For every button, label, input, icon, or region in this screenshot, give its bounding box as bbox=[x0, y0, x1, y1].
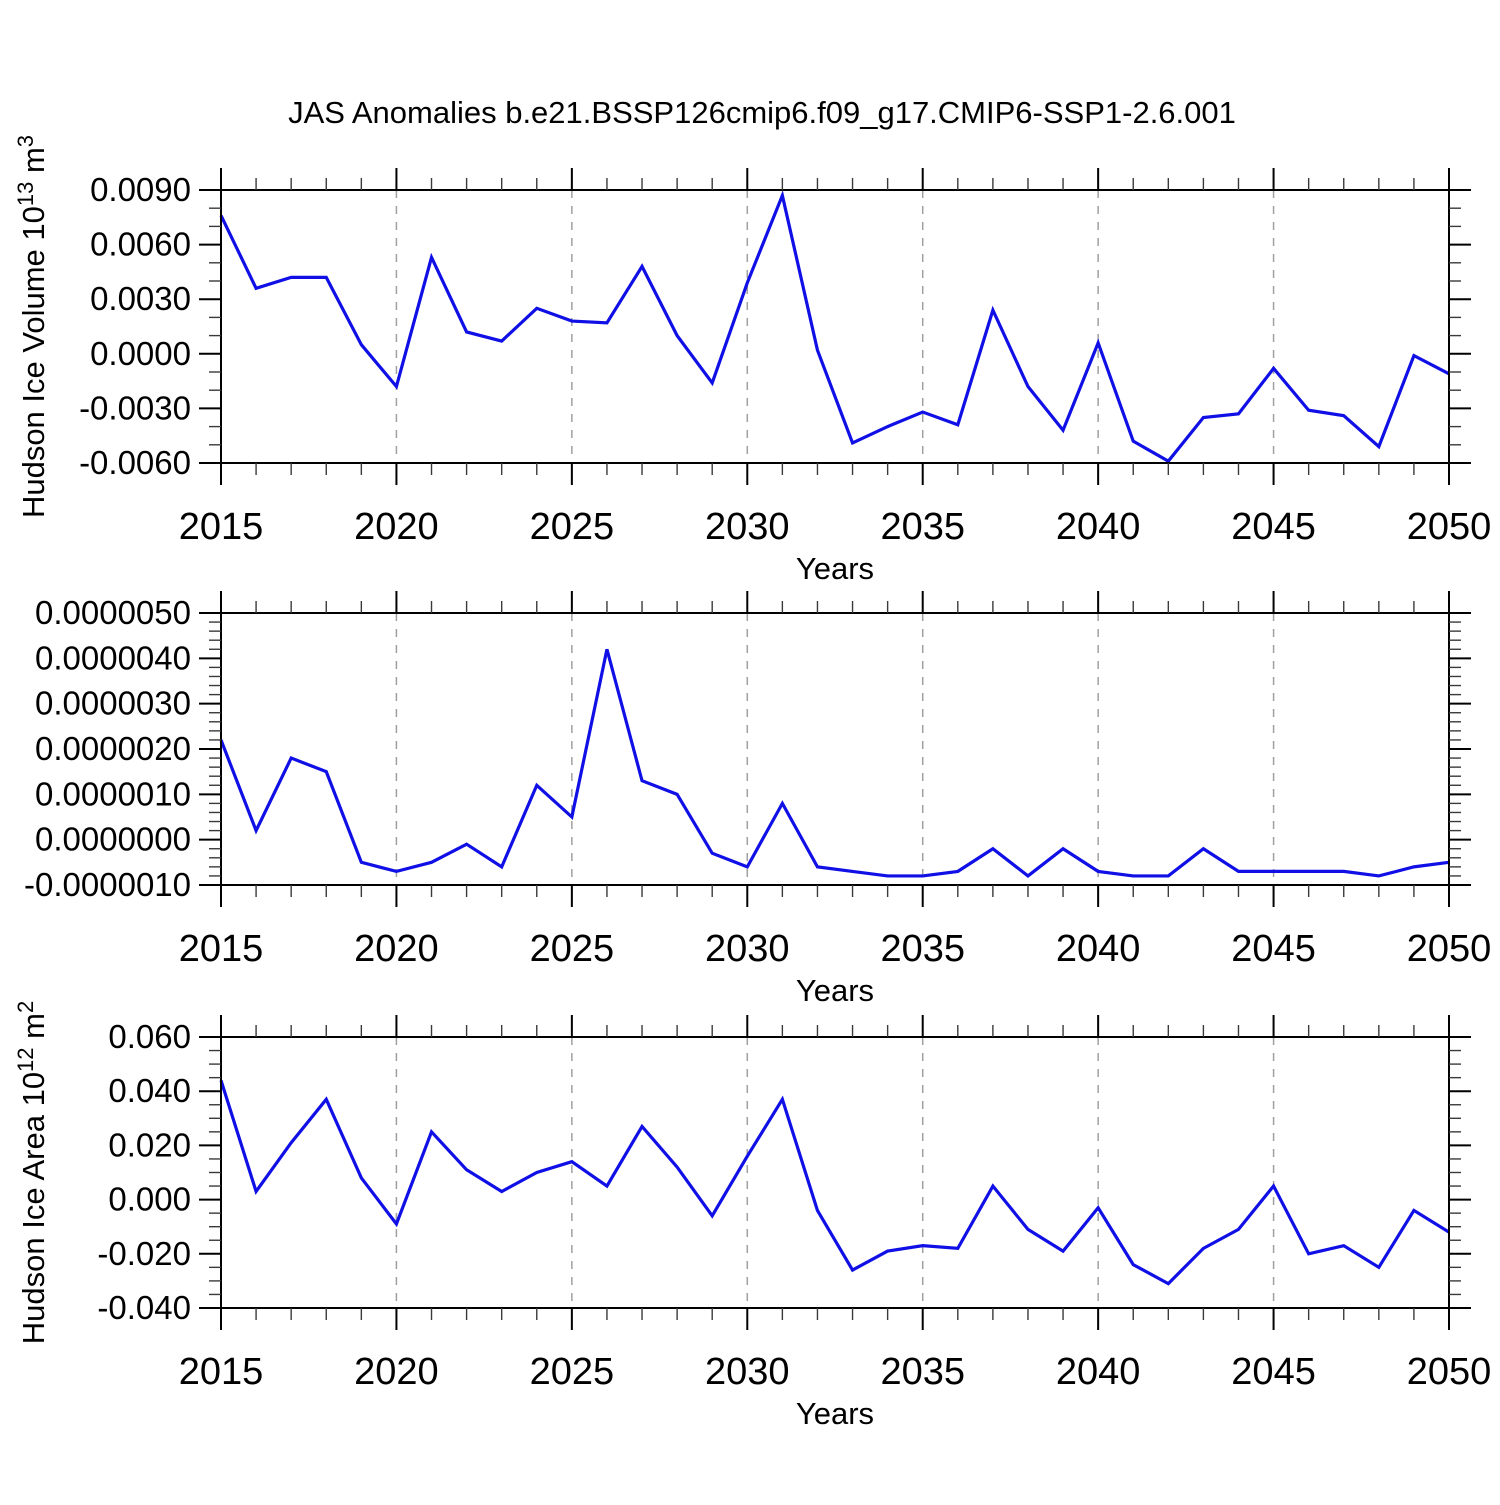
gridlines bbox=[395, 613, 1275, 885]
y-tick-label: 0.060 bbox=[108, 1018, 191, 1055]
x-tick-label: 2030 bbox=[705, 1351, 790, 1393]
x-tick-label: 2035 bbox=[880, 1351, 965, 1393]
y-tick-label: 0.020 bbox=[108, 1126, 191, 1163]
panel-top: -0.0060 -0.0030 0.0000 0.0030 0.0060 0.0090 20… bbox=[13, 135, 1491, 586]
x-tick-label: 2040 bbox=[1056, 1351, 1141, 1393]
y-tick-label: -0.0000010 bbox=[24, 866, 191, 903]
series-line bbox=[219, 190, 1450, 464]
panel-middle: -0.0000010 0.0000000 0.0000010 0.0000020 0.0… bbox=[24, 591, 1491, 1008]
x-tick-label: 2020 bbox=[354, 928, 439, 970]
y-tick-label: 0.0090 bbox=[90, 171, 191, 208]
x-tick-label: 2015 bbox=[179, 1351, 264, 1393]
y-tick-label: 0.0000 bbox=[90, 335, 191, 372]
y-tick-label: 0.0000040 bbox=[35, 639, 191, 676]
x-tick-label: 2040 bbox=[1056, 506, 1141, 548]
x-tick-label: 2030 bbox=[705, 928, 790, 970]
y-tick-label: 0.0000020 bbox=[35, 730, 191, 767]
x-tick-label: 2050 bbox=[1407, 506, 1492, 548]
x-tick-label: 2025 bbox=[530, 928, 615, 970]
gridlines bbox=[395, 1037, 1275, 1308]
y-tick-label: 0.040 bbox=[108, 1072, 191, 1109]
chart-title: JAS Anomalies b.e21.BSSP126cmip6.f09_g17… bbox=[288, 95, 1236, 130]
x-tick-label: 2050 bbox=[1407, 928, 1492, 970]
y-ticks bbox=[199, 1036, 1471, 1309]
x-tick-label: 2035 bbox=[880, 506, 965, 548]
y-tick-label: -0.040 bbox=[97, 1289, 191, 1326]
x-axis-label: Years bbox=[796, 973, 874, 1008]
x-tick-label: 2015 bbox=[179, 506, 264, 548]
x-tick-label: 2015 bbox=[179, 928, 264, 970]
y-tick-label: -0.0060 bbox=[79, 444, 191, 481]
x-ticks bbox=[220, 1015, 1450, 1330]
x-ticks bbox=[220, 168, 1450, 485]
y-ticks bbox=[199, 612, 1471, 886]
plot-frame bbox=[220, 189, 1450, 464]
x-tick-label: 2025 bbox=[530, 1351, 615, 1393]
y-tick-label: 0.0000050 bbox=[35, 594, 191, 631]
y-tick-label: 0.0060 bbox=[90, 226, 191, 263]
x-axis-label: Years bbox=[796, 551, 874, 586]
x-tick-label: 2050 bbox=[1407, 1351, 1492, 1393]
y-ticks bbox=[199, 189, 1471, 464]
series-line bbox=[219, 1079, 1450, 1286]
y-tick-label: 0.000 bbox=[108, 1181, 191, 1218]
y-tick-label: 0.0030 bbox=[90, 280, 191, 317]
x-tick-label: 2040 bbox=[1056, 928, 1141, 970]
x-ticks bbox=[220, 591, 1450, 907]
x-tick-label: 2025 bbox=[530, 506, 615, 548]
y-axis-label: Hudson Ice Volume 1013 m3 bbox=[13, 135, 51, 518]
y-tick-label: -0.020 bbox=[97, 1235, 191, 1272]
y-tick-label: -0.0030 bbox=[79, 389, 191, 426]
y-tick-label: 0.0000010 bbox=[35, 775, 191, 812]
x-tick-label: 2045 bbox=[1231, 1351, 1316, 1393]
plot-frame bbox=[220, 612, 1450, 886]
x-tick-label: 2045 bbox=[1231, 928, 1316, 970]
y-tick-label: 0.0000000 bbox=[35, 821, 191, 858]
panel-bottom: -0.040 -0.020 0.000 0.020 0.040 0.060 2015 2020… bbox=[13, 1001, 1491, 1431]
gridlines bbox=[395, 190, 1275, 463]
series-line bbox=[219, 648, 1450, 878]
x-tick-label: 2045 bbox=[1231, 506, 1316, 548]
x-tick-label: 2020 bbox=[354, 506, 439, 548]
y-tick-label: 0.0000030 bbox=[35, 685, 191, 722]
plot-frame bbox=[220, 1036, 1450, 1309]
x-tick-label: 2020 bbox=[354, 1351, 439, 1393]
x-tick-label: 2035 bbox=[880, 928, 965, 970]
x-tick-label: 2030 bbox=[705, 506, 790, 548]
y-axis-label: Hudson Ice Area 1012 m2 bbox=[13, 1001, 51, 1344]
x-axis-label: Years bbox=[796, 1396, 874, 1431]
